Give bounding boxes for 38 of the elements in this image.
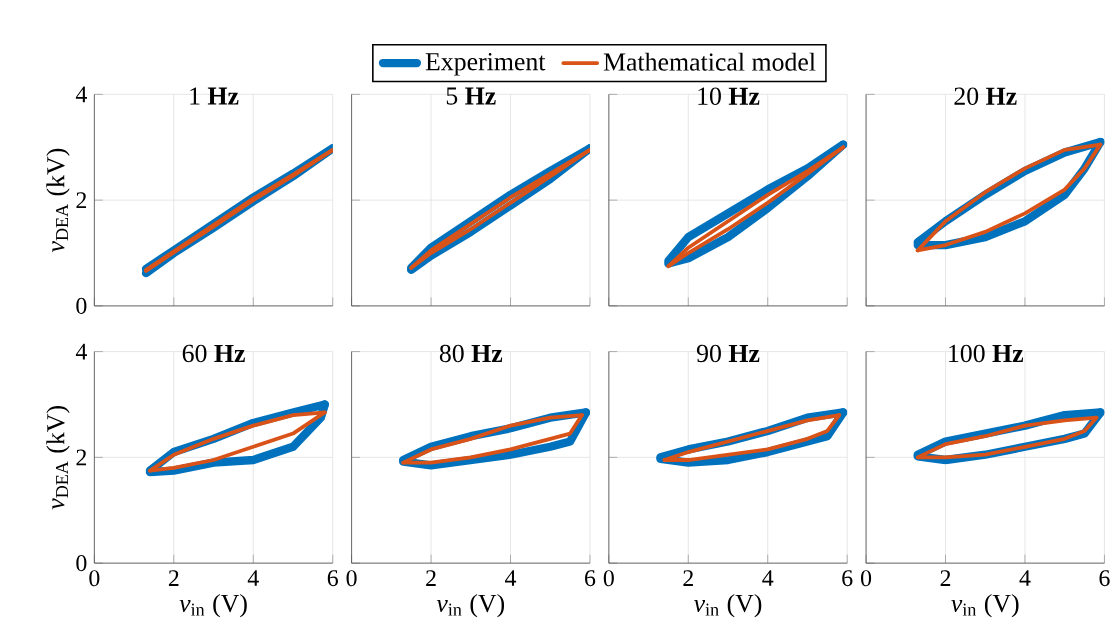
x-tick-label: 6 [842, 570, 853, 587]
chart-title: 5 Hz [446, 87, 496, 105]
y-axis-title: v$_{DEA}$ (kV) [46, 406, 70, 510]
legend-label: Experiment [425, 53, 546, 76]
x-tick-label: 4 [247, 570, 259, 587]
x-tick-label: 0 [346, 570, 357, 587]
x-tick-label: 0 [603, 570, 614, 587]
chart-title: 1 Hz [190, 87, 239, 105]
y-tick-label: 0 [76, 555, 87, 572]
x-axis-title: v$_{in}$ (V) [179, 594, 247, 618]
x-tick-label: 2 [426, 570, 436, 587]
x-tick-label: 4 [505, 570, 517, 587]
chart-title: 20 Hz [954, 87, 1017, 106]
x-tick-label: 6 [1099, 570, 1110, 587]
x-axis-title: v$_{in}$ (V) [693, 594, 762, 618]
chart-title: 10 Hz [698, 87, 760, 106]
legend-label: Mathematical model [603, 52, 816, 71]
chart-title: 80 Hz [439, 344, 503, 363]
x-tick-label: 4 [762, 570, 774, 587]
x-axis-title: v$_{in}$ (V) [951, 594, 1019, 618]
y-tick-label: 4 [75, 86, 87, 103]
chart-title: 100 Hz [949, 344, 1024, 363]
chart-title: 60 Hz [182, 344, 245, 363]
x-tick-label: 0 [861, 570, 872, 587]
x-tick-label: 2 [168, 570, 179, 587]
y-tick-label: 2 [76, 449, 87, 466]
x-tick-label: 6 [327, 570, 338, 587]
x-tick-label: 6 [585, 570, 596, 587]
y-axis-title: v$_{DEA}$ (kV) [46, 149, 70, 253]
x-tick-label: 2 [940, 570, 951, 587]
y-tick-label: 0 [76, 298, 87, 315]
y-tick-label: 4 [75, 343, 87, 360]
x-axis-title: v$_{in}$ (V) [436, 594, 505, 618]
x-tick-label: 4 [1019, 570, 1031, 587]
y-tick-label: 2 [76, 192, 87, 209]
x-tick-label: 0 [89, 570, 100, 587]
x-tick-label: 2 [683, 570, 693, 587]
chart-title: 90 Hz [696, 344, 760, 363]
